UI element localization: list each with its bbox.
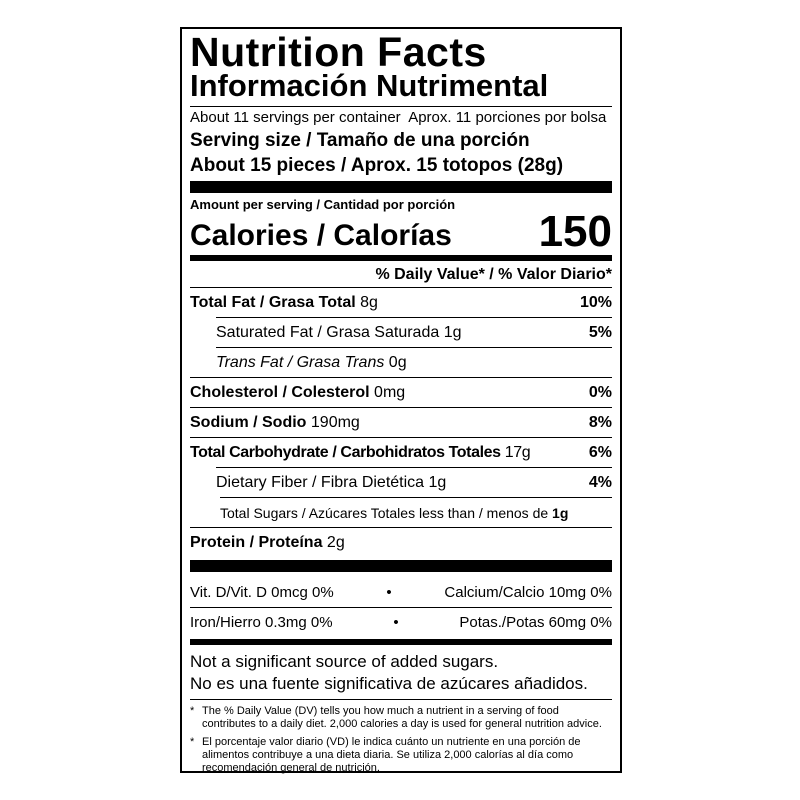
nutrient-amount: 1g bbox=[428, 473, 447, 491]
note: No es una fuente significativa de azúcar… bbox=[190, 674, 588, 693]
nutrient-dv: 6% bbox=[588, 443, 612, 461]
amount-per-serving: Amount per serving / Cantidad por porció… bbox=[190, 197, 456, 212]
nutrient-amount: 1g bbox=[552, 504, 569, 521]
nutrient-amount: 17g bbox=[504, 443, 531, 461]
title: Nutrition Facts bbox=[190, 29, 487, 75]
nutrient-dv: 10% bbox=[579, 293, 612, 311]
nutrient-dv: 5% bbox=[588, 323, 612, 341]
nutrient-amount: 8g bbox=[360, 293, 378, 311]
vitamin: Vit. D/Vit. D 0mcg 0% bbox=[190, 584, 334, 601]
nutrient-amount: 2g bbox=[326, 533, 345, 551]
dv-header: % Daily Value* / % Valor Diario* bbox=[375, 266, 612, 283]
nutrient-name: Sodium / Sodio bbox=[190, 413, 307, 431]
nutrient-name: Total Fat / Grasa Total bbox=[190, 293, 356, 311]
calories: 150 bbox=[538, 207, 612, 256]
footnote: The % Daily Value (DV) tells you how muc… bbox=[202, 705, 602, 730]
nutrient-amount: 0g bbox=[388, 353, 407, 371]
nutrient-name: Protein / Proteína bbox=[190, 533, 323, 551]
vitamin: Calcium/Calcio 10mg 0% bbox=[444, 584, 612, 601]
note: Not a significant source of added sugars… bbox=[190, 652, 499, 671]
calories-label: Calories / Calorías bbox=[190, 219, 452, 252]
nutrient-amount: 190mg bbox=[310, 413, 360, 431]
nutrient-amount: 1g bbox=[443, 323, 462, 341]
serving-size-label: Serving size / Tamaño de una porción bbox=[190, 130, 530, 151]
nutrition-label: Nutrition Facts Información Nutrimental … bbox=[180, 27, 622, 774]
servings: About 11 servings per container Aprox. 1… bbox=[190, 109, 607, 126]
nutrient-name: Cholesterol / Colesterol bbox=[190, 383, 370, 401]
footnote: El porcentaje valor diario (VD) le indic… bbox=[202, 736, 581, 774]
nutrient-dv: 4% bbox=[588, 473, 612, 491]
nutrient-dv: 8% bbox=[588, 413, 612, 431]
nutrient-name: Total Sugars / Azúcares Totales less tha… bbox=[220, 504, 549, 521]
nutrient-amount: 0mg bbox=[374, 383, 406, 401]
nutrient-name: Trans Fat / Grasa Trans bbox=[216, 353, 385, 371]
vitamin: Iron/Hierro 0.3mg 0% bbox=[190, 614, 333, 631]
vitamin: Potas./Potas 60mg 0% bbox=[459, 614, 612, 631]
nutrient-name: Total Carbohydrate / Carbohidratos Total… bbox=[190, 443, 501, 461]
nutrient-dv: 0% bbox=[588, 383, 612, 401]
nutrient-name: Dietary Fiber / Fibra Dietética bbox=[216, 473, 425, 491]
serving-size: About 15 pieces / Aprox. 15 totopos (28g… bbox=[190, 155, 564, 176]
title-es: Información Nutrimental bbox=[190, 68, 549, 103]
nutrient-name: Saturated Fat / Grasa Saturada bbox=[216, 323, 440, 341]
